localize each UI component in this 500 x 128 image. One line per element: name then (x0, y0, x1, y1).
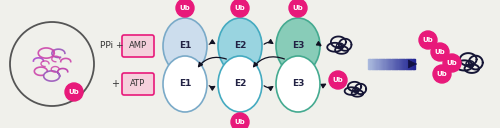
Ellipse shape (163, 56, 207, 112)
Text: E3: E3 (292, 79, 304, 88)
Text: Ub: Ub (332, 77, 344, 83)
Text: +: + (112, 79, 124, 89)
Text: Ub: Ub (434, 49, 446, 55)
Text: E1: E1 (179, 79, 191, 88)
Circle shape (65, 83, 83, 101)
Text: ATP: ATP (130, 79, 146, 88)
Circle shape (329, 71, 347, 89)
Circle shape (443, 54, 461, 72)
Text: Ub: Ub (234, 119, 246, 125)
Circle shape (176, 0, 194, 17)
Circle shape (231, 113, 249, 128)
Text: Ub: Ub (180, 5, 190, 11)
Text: Ub: Ub (422, 37, 434, 43)
Text: E1: E1 (179, 41, 191, 51)
Text: PPi +: PPi + (100, 41, 124, 51)
Circle shape (433, 65, 451, 83)
Text: Ub: Ub (292, 5, 304, 11)
Text: Ub: Ub (436, 71, 448, 77)
Circle shape (289, 0, 307, 17)
Text: Ub: Ub (446, 60, 458, 66)
Ellipse shape (218, 56, 262, 112)
Circle shape (419, 31, 437, 49)
FancyBboxPatch shape (122, 35, 154, 57)
Circle shape (431, 43, 449, 61)
Text: Ub: Ub (68, 89, 80, 95)
Text: Ub: Ub (234, 5, 246, 11)
Text: E2: E2 (234, 41, 246, 51)
Ellipse shape (163, 18, 207, 74)
Ellipse shape (276, 18, 320, 74)
Circle shape (231, 0, 249, 17)
Text: AMP: AMP (129, 41, 147, 51)
Text: E3: E3 (292, 41, 304, 51)
Ellipse shape (218, 18, 262, 74)
Text: E2: E2 (234, 79, 246, 88)
FancyBboxPatch shape (122, 73, 154, 95)
Ellipse shape (276, 56, 320, 112)
